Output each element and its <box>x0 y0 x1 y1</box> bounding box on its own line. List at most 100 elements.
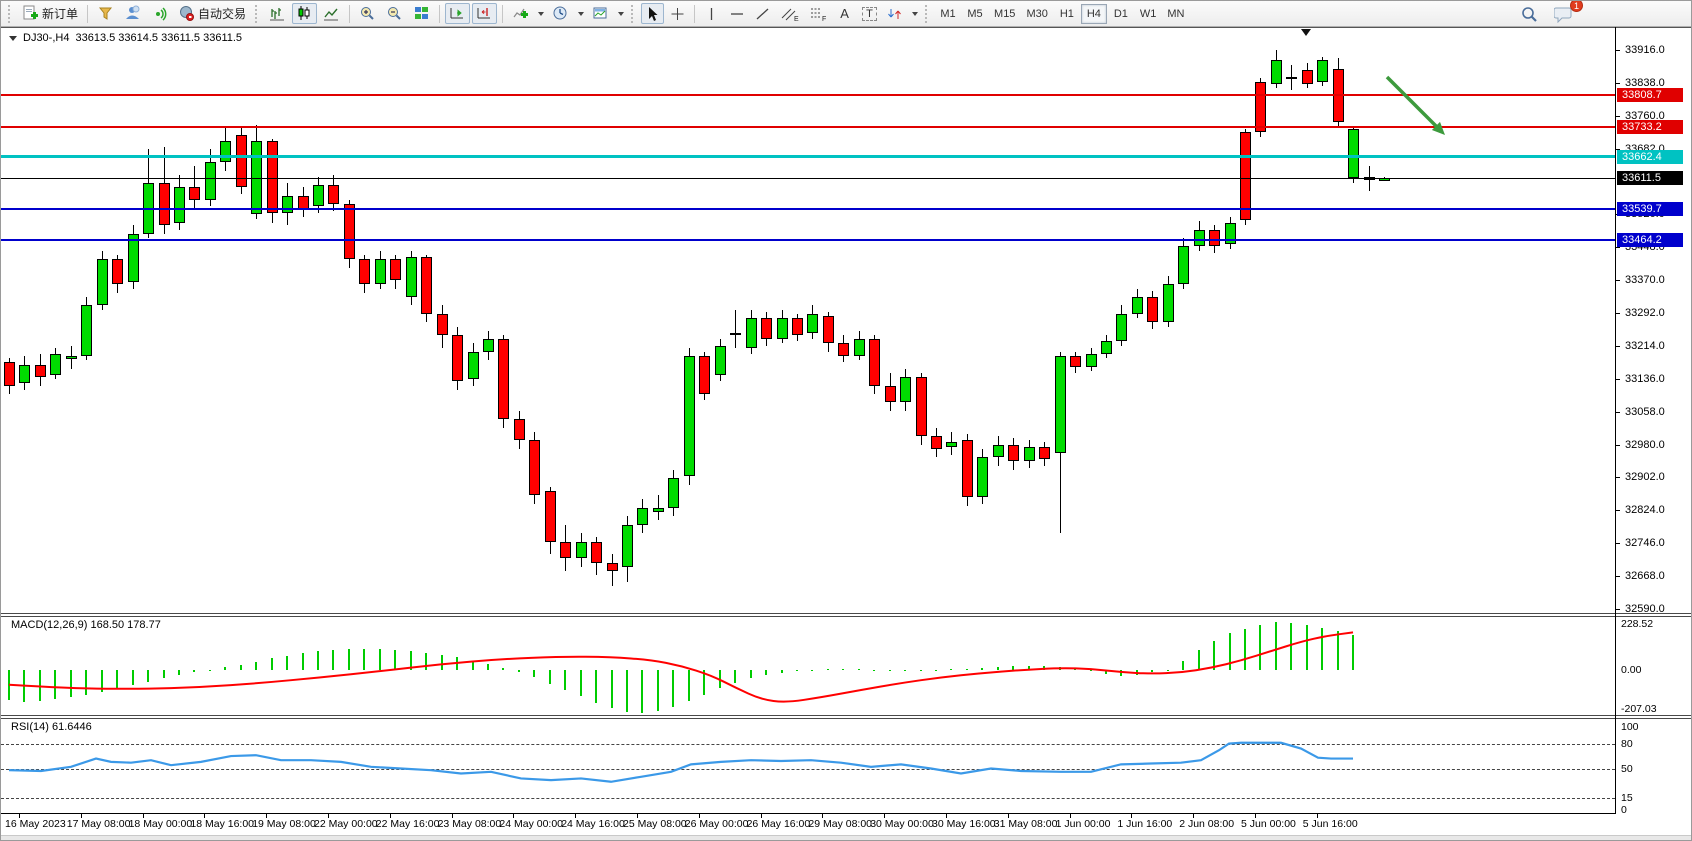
macd-histogram-bar <box>100 670 103 693</box>
macd-histogram-bar <box>873 670 876 671</box>
zoom-in-button[interactable] <box>355 3 380 24</box>
line-chart-button[interactable] <box>319 3 344 24</box>
macd-histogram-bar <box>1151 670 1154 673</box>
notifications-button[interactable]: 1 <box>1550 1 1583 24</box>
rsi-level-line <box>1 743 1615 745</box>
horizontal-level-line[interactable] <box>1 94 1615 97</box>
macd-histogram-bar <box>54 670 57 700</box>
chart-title-collapse-icon[interactable] <box>9 35 17 41</box>
time-tick-label: 19 May 08:00 <box>252 818 316 830</box>
timeframe-button-m1[interactable]: M1 <box>940 7 956 20</box>
chart-shift-button[interactable] <box>472 3 498 24</box>
trendline-tool-button[interactable] <box>751 3 775 24</box>
vertical-line-tool-button[interactable] <box>700 3 723 24</box>
candle-body <box>158 183 170 226</box>
pane-splitter-rsi[interactable] <box>1 715 1691 719</box>
candle-body <box>699 356 711 394</box>
horizontal-level-line[interactable] <box>1 239 1615 242</box>
tile-windows-button[interactable] <box>409 3 434 24</box>
candle-body <box>961 440 973 498</box>
line-chart-icon <box>323 5 340 22</box>
auto-scroll-button[interactable] <box>445 3 471 24</box>
candle-body <box>251 141 263 214</box>
price-level-badge: 33464.2 <box>1617 233 1683 248</box>
period-button[interactable] <box>548 3 573 24</box>
candle-body <box>405 256 417 298</box>
templates-button[interactable] <box>588 3 613 24</box>
rsi-scale-50: 50 <box>1621 762 1633 775</box>
macd-histogram-bar <box>162 670 165 678</box>
macd-pane[interactable] <box>1 617 1615 715</box>
zoom-out-button[interactable] <box>382 3 407 24</box>
timeframe-button-m30[interactable]: M30 <box>1026 7 1048 20</box>
period-dropdown[interactable] <box>575 3 586 24</box>
price-level-badge: 33733.2 <box>1617 120 1683 135</box>
timeframe-button-m15[interactable]: M15 <box>994 7 1016 20</box>
macd-histogram-bar <box>1074 668 1077 670</box>
new-order-label: 新订单 <box>42 7 79 21</box>
price-tick <box>1615 477 1620 479</box>
market-button[interactable] <box>120 3 145 24</box>
new-order-button[interactable]: 新订单 <box>18 3 82 24</box>
arrows-dropdown[interactable] <box>909 3 920 24</box>
arrows-tool-button[interactable] <box>883 3 907 24</box>
horizontal-level-line[interactable] <box>1 155 1615 159</box>
price-axis[interactable] <box>1615 27 1616 814</box>
candlestick-chart-button[interactable] <box>292 3 318 24</box>
price-tick-label: 32746.0 <box>1625 537 1665 550</box>
macd-histogram-bar <box>116 670 119 689</box>
candle-body <box>19 364 31 384</box>
candle-body <box>374 259 386 285</box>
crosshair-icon <box>670 6 685 22</box>
pane-splitter-macd[interactable] <box>1 613 1691 617</box>
price-tick-label: 33760.0 <box>1625 109 1665 122</box>
auto-scroll-icon <box>449 5 466 22</box>
timeframe-button-mn[interactable]: MN <box>1167 7 1185 20</box>
price-tick-label: 32980.0 <box>1625 438 1665 451</box>
chart-shift-marker-icon[interactable] <box>1301 29 1311 36</box>
toolbar-grip[interactable] <box>8 4 13 23</box>
timeframe-button-w1[interactable]: W1 <box>1139 7 1157 20</box>
horizontal-level-line[interactable] <box>1 207 1615 210</box>
candle-body <box>482 339 494 352</box>
horizontal-level-line[interactable] <box>1 126 1615 129</box>
horizontal-line-tool-button[interactable] <box>725 3 749 24</box>
indicators-dropdown[interactable] <box>535 3 546 24</box>
profile-button[interactable] <box>93 3 118 24</box>
macd-histogram-bar <box>950 669 953 671</box>
search-button[interactable] <box>1516 3 1542 24</box>
templates-dropdown[interactable] <box>615 3 626 24</box>
bottom-scroll-strip[interactable] <box>1 835 1691 840</box>
toolbar-grip[interactable] <box>925 4 930 23</box>
cursor-tool-button[interactable] <box>641 3 665 24</box>
signals-button[interactable] <box>147 3 172 24</box>
toolbar-grip[interactable] <box>631 4 636 23</box>
toolbar-grip[interactable] <box>255 4 260 23</box>
bar-chart-button[interactable] <box>265 3 290 24</box>
timeframe-button-h1[interactable]: H1 <box>1059 7 1074 20</box>
auto-trading-button[interactable]: 自动交易 <box>174 3 250 24</box>
time-axis[interactable] <box>1 813 1615 814</box>
label-tool-button[interactable]: T <box>858 3 881 24</box>
price-tick <box>1615 510 1620 512</box>
profile-icon <box>97 5 114 22</box>
price-tick <box>1615 247 1620 249</box>
timeframe-button-d1[interactable]: D1 <box>1113 7 1128 20</box>
price-tick-label: 33370.0 <box>1625 274 1665 287</box>
candle-body <box>1270 59 1282 85</box>
price-tick <box>1615 345 1620 347</box>
notification-badge: 1 <box>1570 1 1583 12</box>
fibonacci-tool-button[interactable]: F <box>805 3 831 24</box>
candle-body <box>977 457 989 498</box>
indicators-button[interactable] <box>508 3 533 24</box>
channel-tool-button[interactable]: E <box>777 3 803 24</box>
timeframe-button-h4[interactable]: H4 <box>1080 3 1107 24</box>
macd-histogram-bar <box>425 652 428 670</box>
timeframe-button-m5[interactable]: M5 <box>967 7 983 20</box>
crosshair-tool-button[interactable] <box>666 3 689 24</box>
price-pane[interactable] <box>1 27 1615 613</box>
rsi-pane[interactable] <box>1 719 1615 813</box>
text-tool-button[interactable]: A <box>833 3 856 24</box>
horizontal-level-line[interactable] <box>1 177 1615 179</box>
